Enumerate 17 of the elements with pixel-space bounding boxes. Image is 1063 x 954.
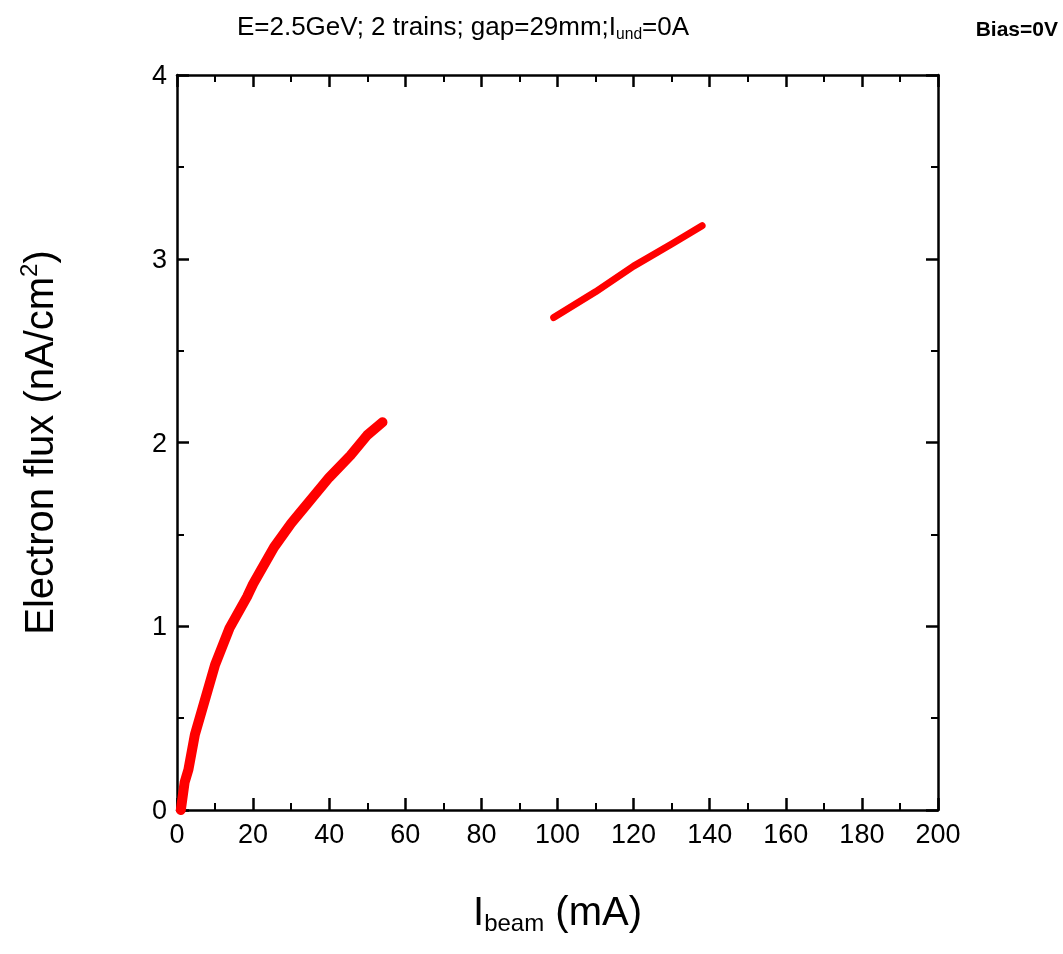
y-tick-label: 3 (151, 243, 167, 274)
x-tick-label: 100 (534, 818, 581, 849)
x-tick-label: 140 (687, 818, 733, 849)
x-tick-label: 80 (466, 818, 497, 849)
y-tick-label: 1 (151, 611, 167, 642)
x-tick-label: 60 (390, 818, 421, 849)
x-tick-label: 20 (238, 818, 269, 849)
x-tick-label: 180 (839, 818, 885, 849)
x-tick-label: 200 (915, 818, 961, 849)
y-tick-label: 4 (151, 60, 167, 90)
x-tick-label: 40 (314, 818, 345, 849)
text: Bias=0V (975, 17, 1058, 40)
y-tick-label: 2 (151, 427, 167, 458)
y-tick-label: 0 (151, 795, 167, 825)
y-axis-title: Electron flux (nA/cm2) (14, 250, 61, 635)
x-tick-label: 160 (763, 818, 809, 849)
x-tick-label: 120 (611, 818, 657, 849)
